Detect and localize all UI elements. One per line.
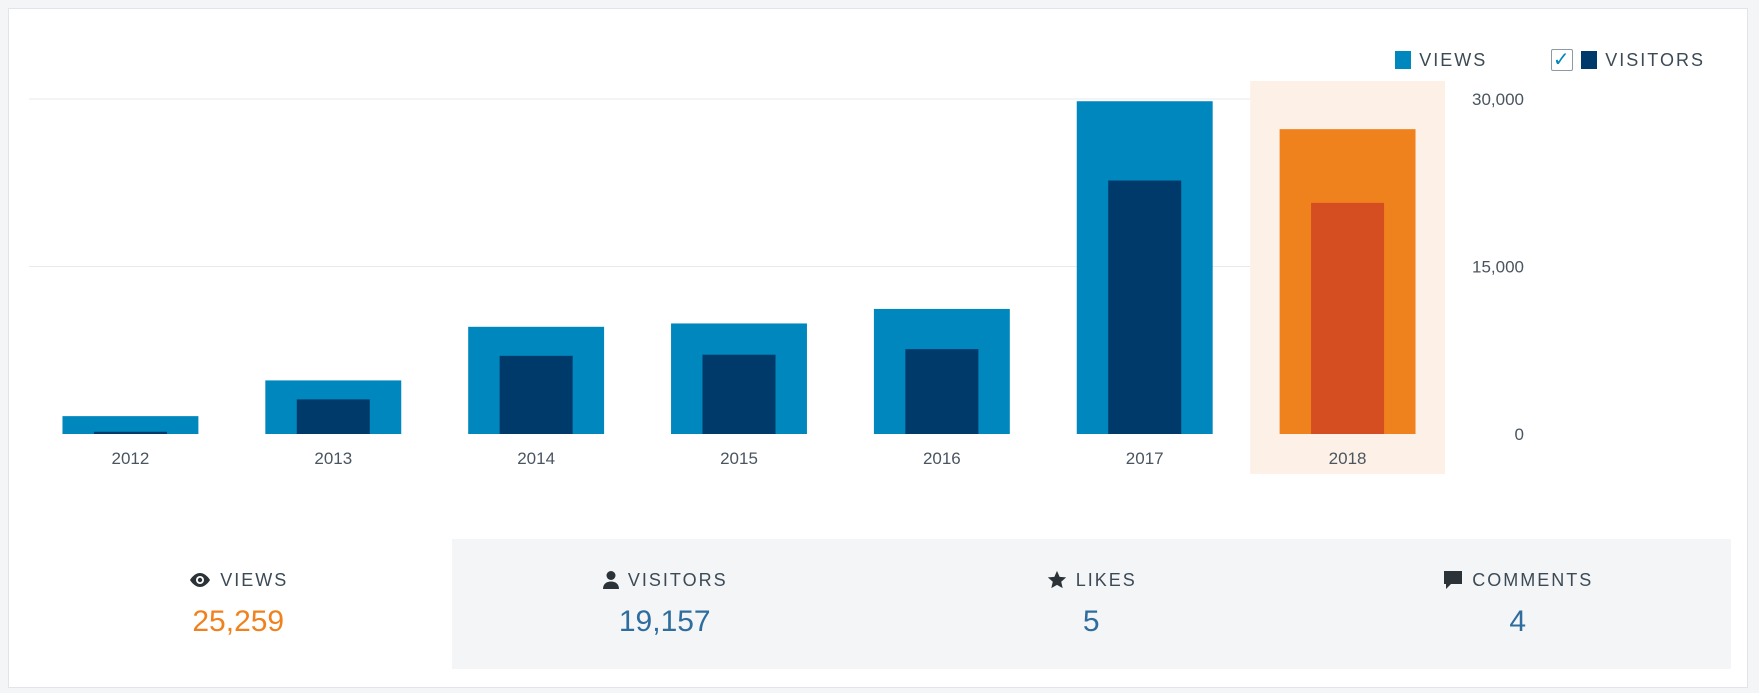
summary-tabs: VIEWS 25,259 VISITORS 19,157 LIKES 5 [25,539,1731,669]
checkmark-icon: ✓ [1552,49,1572,71]
visitors-bar [499,355,573,434]
visitors-swatch [1581,51,1598,69]
visitors-bar [1108,180,1182,434]
summary-views-label: VIEWS [220,569,289,590]
x-tick-label: 2017 [1126,449,1164,468]
summary-comments-value: 4 [1509,605,1527,638]
summary-tab-comments[interactable]: COMMENTS 4 [1304,539,1731,669]
visitors-bar [93,431,167,434]
x-tick-label: 2016 [923,449,961,468]
visitors-bar [702,354,776,434]
y-tick-label: 15,000 [1472,258,1524,277]
visitors-bar [296,399,370,434]
visitors-bar [905,349,979,434]
views-swatch [1395,51,1412,69]
summary-tab-visitors[interactable]: VISITORS 19,157 [451,539,878,669]
comment-icon [1442,569,1464,591]
summary-likes-label: LIKES [1075,569,1137,590]
chart-legend: VIEWS ✓ VISITORS [1395,49,1705,71]
y-tick-label: 0 [1515,425,1524,444]
summary-views-value: 25,259 [192,604,285,638]
legend-item-views[interactable]: VIEWS [1395,50,1487,71]
legend-item-visitors[interactable]: ✓ VISITORS [1501,49,1705,71]
summary-visitors-value: 19,157 [618,604,711,638]
eye-icon [188,572,212,588]
legend-views-label: VIEWS [1419,49,1488,70]
visitors-checkbox[interactable]: ✓ [1551,49,1574,71]
summary-visitors-label: VISITORS [627,569,728,590]
x-tick-label: 2015 [720,449,758,468]
star-icon [1046,569,1068,591]
x-tick-label: 2012 [112,449,150,468]
legend-visitors-label: VISITORS [1605,49,1705,70]
bar-chart: 2012 2013 2014 2015 2016 2017 2018 0 15,000 30,00… [29,81,1524,474]
summary-comments-label: COMMENTS [1472,569,1594,590]
y-tick-label: 30,000 [1472,90,1524,109]
visitors-bar [1311,202,1385,434]
views-bar [62,416,199,434]
stats-panel: 2012 2013 2014 2015 2016 2017 2018 0 15,000 30,00… [8,8,1748,688]
x-tick-label: 2018 [1329,449,1367,468]
summary-tab-views[interactable]: VIEWS 25,259 [25,539,452,669]
x-tick-label: 2014 [517,449,555,468]
summary-tab-likes[interactable]: LIKES 5 [878,539,1305,669]
summary-likes-value: 5 [1082,605,1100,638]
x-tick-label: 2013 [314,449,352,468]
person-icon [602,570,620,590]
